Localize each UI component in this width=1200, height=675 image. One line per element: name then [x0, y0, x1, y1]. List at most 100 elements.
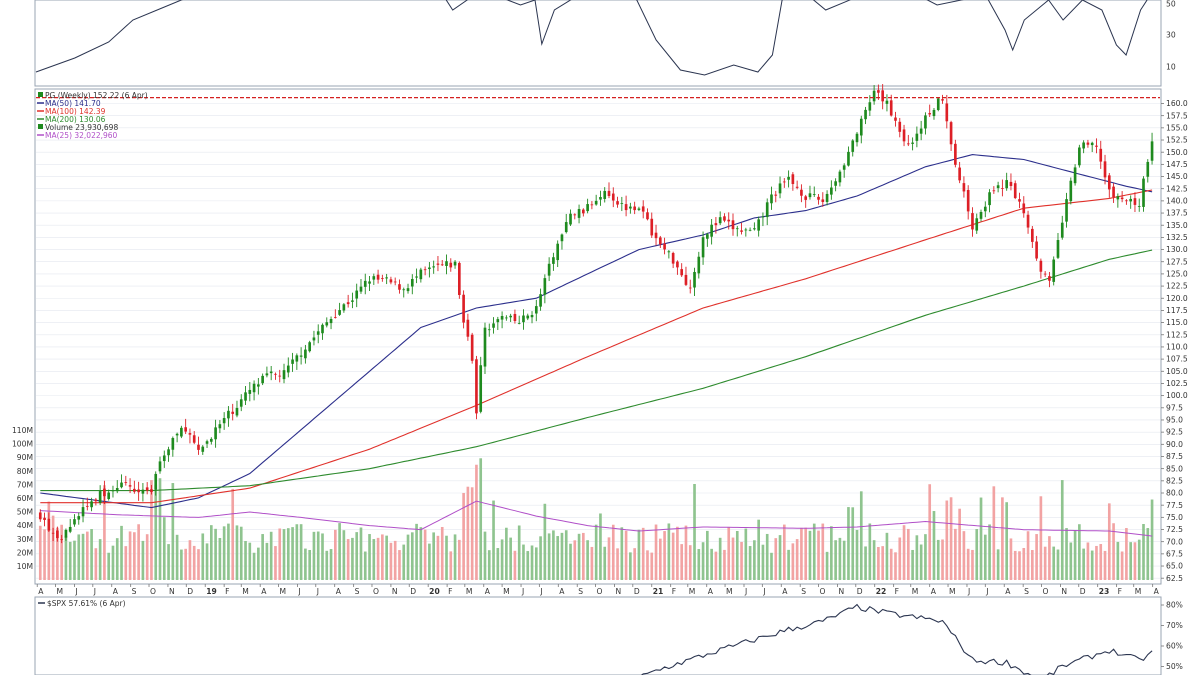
candle: [376, 269, 380, 284]
candle: [1031, 226, 1034, 248]
candle-body: [740, 230, 743, 232]
legend-volume: Volume 23,930,698: [45, 123, 118, 132]
candle-body: [847, 151, 850, 166]
candle-body: [1137, 206, 1141, 207]
candle-body: [1112, 186, 1115, 198]
volume-bar: [282, 529, 286, 580]
volume-bar: [239, 526, 243, 580]
volume-bar: [693, 483, 696, 580]
candle-body: [932, 109, 936, 117]
candle: [859, 115, 863, 144]
candle-body: [359, 286, 363, 292]
candle-body: [334, 317, 337, 318]
candle-body: [487, 329, 491, 331]
volume-bar: [983, 534, 987, 580]
volume-bar: [107, 552, 111, 580]
volume-bar: [988, 524, 991, 580]
candle-body: [539, 294, 542, 307]
candle-body: [115, 488, 119, 492]
time-tick-label: D: [410, 587, 416, 596]
price-tick-label: 77.5: [1166, 501, 1183, 510]
volume-bar: [308, 550, 311, 580]
volume-bar: [141, 540, 145, 580]
candle: [594, 194, 598, 206]
volume-bar: [128, 531, 132, 580]
candle-body: [637, 208, 641, 210]
volume-bar: [1082, 548, 1085, 580]
candle-body: [81, 507, 85, 517]
candle: [740, 222, 743, 235]
price-tick-label: 100.0: [1166, 391, 1188, 400]
candle-body: [483, 327, 487, 367]
legend-ma200: MA(200) 130.06: [45, 115, 106, 124]
candle: [825, 190, 829, 206]
candle: [440, 260, 444, 267]
volume-bar: [637, 529, 641, 580]
candle: [265, 366, 269, 378]
candle-body: [197, 444, 200, 450]
time-tick-label: A: [336, 587, 342, 596]
candle: [641, 200, 645, 219]
candle: [244, 386, 247, 406]
time-tick-label: S: [801, 587, 806, 596]
candle: [1073, 164, 1077, 186]
volume-bar: [924, 534, 927, 580]
candle-body: [1099, 148, 1103, 162]
candle-body: [137, 489, 140, 493]
candle-body: [851, 140, 855, 152]
candle-body: [607, 190, 611, 196]
candle-body: [1022, 203, 1026, 214]
candle: [1129, 195, 1133, 209]
candle-body: [423, 269, 427, 271]
price-tick-label: 102.5: [1166, 379, 1188, 388]
candle-body: [278, 375, 282, 377]
volume-bar: [1137, 539, 1141, 580]
volume-bar: [1005, 502, 1008, 580]
volume-bar: [1116, 541, 1120, 580]
candle-body: [599, 197, 602, 200]
candle: [334, 309, 337, 319]
candle: [808, 185, 812, 200]
candle: [526, 313, 530, 321]
candle: [239, 394, 243, 412]
volume-bar: [1039, 496, 1043, 580]
candle: [915, 126, 919, 148]
volume-bar: [740, 541, 743, 580]
candle-body: [688, 287, 692, 289]
volume-bars: [38, 458, 1154, 580]
main-panel: [34, 88, 1162, 585]
candle: [992, 186, 996, 194]
candle-body: [954, 143, 957, 165]
candle-body: [620, 203, 624, 204]
candle: [577, 204, 581, 224]
candle: [154, 471, 158, 496]
volume-bar: [440, 526, 444, 580]
candle-body: [992, 190, 996, 192]
candle: [1001, 179, 1004, 197]
candle-body: [453, 261, 457, 266]
candle: [817, 194, 820, 205]
candle: [94, 497, 98, 506]
candle: [590, 201, 594, 210]
candle: [188, 428, 192, 444]
candle: [650, 212, 654, 238]
price-tick-label: 112.5: [1166, 330, 1188, 339]
candle: [329, 316, 333, 330]
legend-volume-ma: MA(25) 32,022,960: [45, 131, 118, 140]
volume-bar: [800, 527, 803, 580]
candle-body: [526, 315, 530, 319]
candle-body: [90, 501, 93, 508]
candle: [269, 365, 273, 381]
volume-bar: [1043, 546, 1047, 580]
candle: [231, 403, 235, 421]
candle: [141, 483, 145, 502]
candle: [51, 527, 55, 542]
volume-bar: [808, 530, 812, 580]
candle: [954, 139, 957, 168]
candle-body: [658, 237, 662, 245]
candle: [351, 292, 354, 309]
volume-bar: [1018, 551, 1021, 580]
volume-bar: [124, 546, 128, 580]
candle: [872, 85, 876, 105]
candle-body: [248, 389, 252, 394]
